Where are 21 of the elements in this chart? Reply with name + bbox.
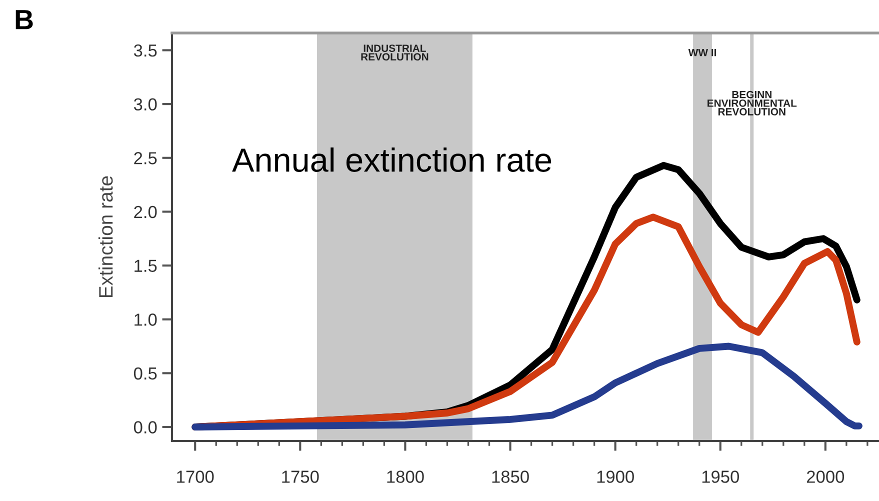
x-tick-label: 2000 [806,470,844,483]
band-label: INDUSTRIAL REVOLUTION [361,44,428,61]
annotation: Annual extinction rate [232,147,552,172]
x-tick-label: 1700 [177,470,214,483]
y-axis-title: Extinction rate [98,176,113,298]
band-label: WW II [688,48,716,56]
x-tick-label: 1800 [387,470,424,483]
y-tick-label: 2.5 [134,152,157,164]
ref-line-label: BEGINN ENVIRONMENTAL REVOLUTION [708,90,797,116]
x-tick-label: 1750 [282,470,319,483]
y-tick-label: 0.0 [134,421,157,434]
x-tick-label: 1950 [702,470,739,483]
y-tick-label: 3.5 [134,44,157,57]
x-tick-label: 1900 [597,470,634,483]
text: B [16,10,33,30]
y-tick-label: 3.0 [134,98,157,111]
y-tick-label: 1.0 [134,314,157,326]
y-tick-label: 0.5 [134,367,157,380]
y-tick-label: 1.5 [134,260,157,272]
y-tick-label: 2.0 [134,206,157,218]
x-tick-label: 1850 [492,470,529,483]
